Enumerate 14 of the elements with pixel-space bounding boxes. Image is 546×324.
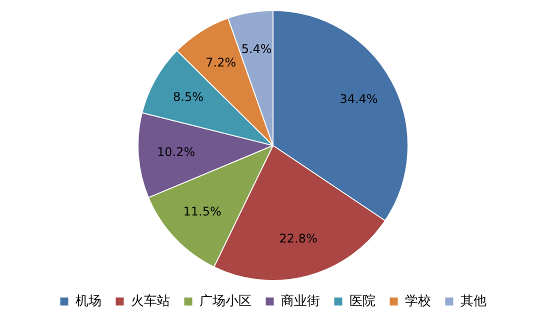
legend-label: 火车站 [130, 294, 170, 309]
data-label: 5.4% [241, 42, 272, 56]
legend-label: 医院 [349, 294, 376, 309]
data-label: 10.2% [157, 144, 196, 159]
legend-label: 机场 [75, 294, 102, 309]
legend-label: 商业街 [280, 294, 320, 309]
data-label: 34.4% [340, 92, 378, 106]
legend-label: 学校 [404, 294, 431, 309]
data-label: 22.8% [279, 231, 318, 246]
legend-label: 广场小区 [199, 294, 252, 309]
legend-label: 其他 [460, 294, 486, 309]
data-label: 11.5% [183, 204, 222, 218]
data-label: 7.2% [206, 56, 236, 70]
data-label: 8.5% [173, 90, 204, 104]
